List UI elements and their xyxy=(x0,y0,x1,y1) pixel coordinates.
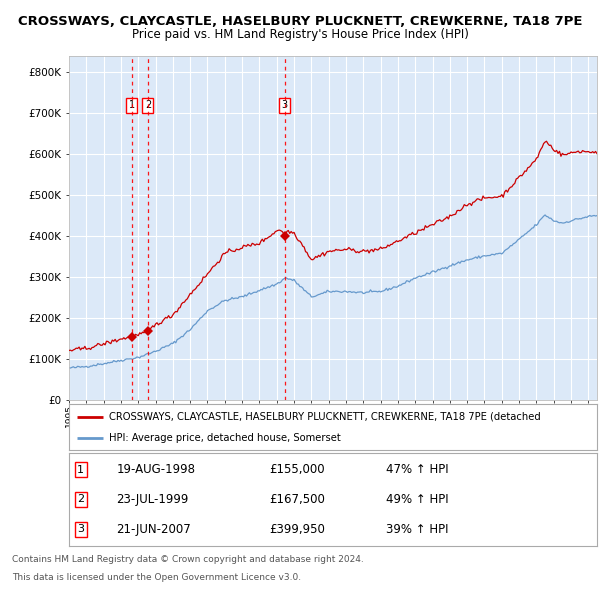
Text: 1: 1 xyxy=(129,100,135,110)
Text: 49% ↑ HPI: 49% ↑ HPI xyxy=(386,493,448,506)
Text: HPI: Average price, detached house, Somerset: HPI: Average price, detached house, Some… xyxy=(109,433,340,443)
Text: £399,950: £399,950 xyxy=(269,523,326,536)
Text: 19-AUG-1998: 19-AUG-1998 xyxy=(116,463,196,476)
Text: £167,500: £167,500 xyxy=(269,493,326,506)
Text: Price paid vs. HM Land Registry's House Price Index (HPI): Price paid vs. HM Land Registry's House … xyxy=(131,28,469,41)
Text: 47% ↑ HPI: 47% ↑ HPI xyxy=(386,463,448,476)
Text: 1: 1 xyxy=(77,465,84,475)
Text: 21-JUN-2007: 21-JUN-2007 xyxy=(116,523,191,536)
Text: CROSSWAYS, CLAYCASTLE, HASELBURY PLUCKNETT, CREWKERNE, TA18 7PE (detached: CROSSWAYS, CLAYCASTLE, HASELBURY PLUCKNE… xyxy=(109,412,541,422)
Text: Contains HM Land Registry data © Crown copyright and database right 2024.: Contains HM Land Registry data © Crown c… xyxy=(12,555,364,565)
Text: 2: 2 xyxy=(77,494,84,504)
Text: 2: 2 xyxy=(145,100,151,110)
Text: 3: 3 xyxy=(282,100,288,110)
Text: 3: 3 xyxy=(77,524,84,534)
Text: 23-JUL-1999: 23-JUL-1999 xyxy=(116,493,189,506)
Text: CROSSWAYS, CLAYCASTLE, HASELBURY PLUCKNETT, CREWKERNE, TA18 7PE: CROSSWAYS, CLAYCASTLE, HASELBURY PLUCKNE… xyxy=(18,15,582,28)
Text: 39% ↑ HPI: 39% ↑ HPI xyxy=(386,523,448,536)
Text: This data is licensed under the Open Government Licence v3.0.: This data is licensed under the Open Gov… xyxy=(12,573,301,582)
Text: £155,000: £155,000 xyxy=(269,463,325,476)
